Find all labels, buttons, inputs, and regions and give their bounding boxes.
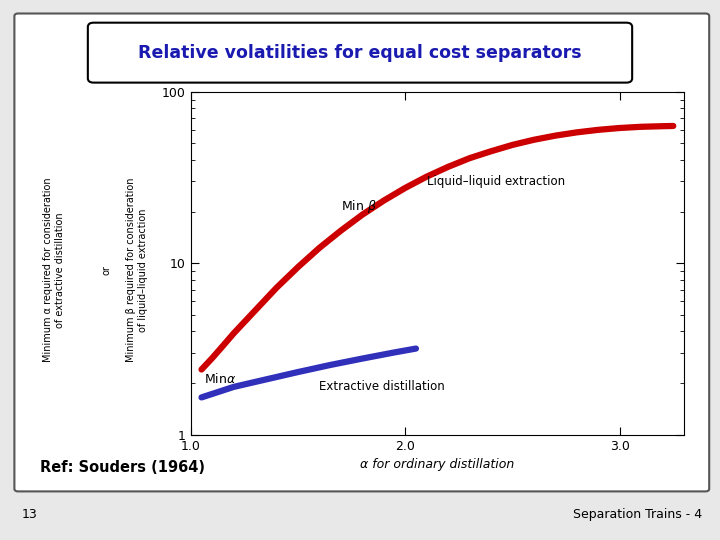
Text: Separation Trains - 4: Separation Trains - 4 (573, 508, 702, 521)
Text: Liquid–liquid extraction: Liquid–liquid extraction (427, 175, 564, 188)
Text: Min $\beta$: Min $\beta$ (341, 198, 377, 215)
Text: Min$\alpha$: Min$\alpha$ (204, 372, 236, 386)
Text: or: or (102, 265, 112, 275)
X-axis label: α for ordinary distillation: α for ordinary distillation (360, 458, 515, 471)
Text: Relative volatilities for equal cost separators: Relative volatilities for equal cost sep… (138, 44, 582, 62)
Text: Minimum α required for consideration
of extractive distillation: Minimum α required for consideration of … (43, 178, 65, 362)
Text: Minimum β required for consideration
of liquid–liquid extraction: Minimum β required for consideration of … (126, 178, 148, 362)
FancyBboxPatch shape (88, 23, 632, 83)
Text: 13: 13 (22, 508, 37, 521)
FancyBboxPatch shape (14, 14, 709, 491)
Text: Extractive distillation: Extractive distillation (320, 380, 445, 394)
Text: Ref: Souders (1964): Ref: Souders (1964) (40, 460, 204, 475)
